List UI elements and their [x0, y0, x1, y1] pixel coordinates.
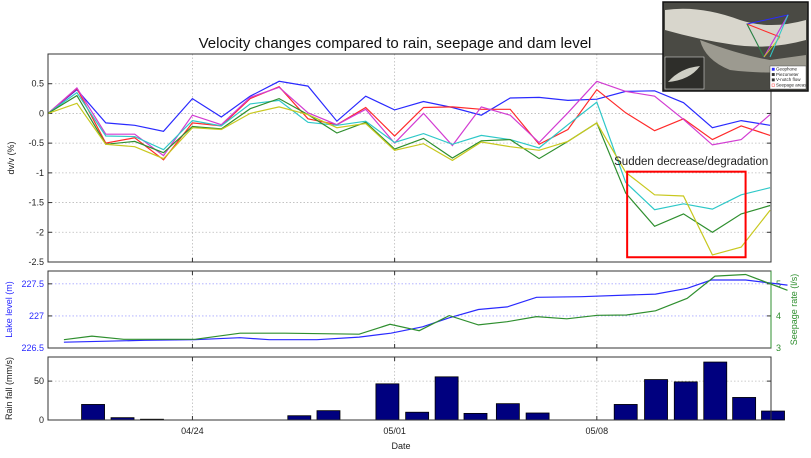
y-axis-label: Rain fall (mm/s) — [4, 357, 14, 420]
x-tick-label: 04/24 — [181, 426, 204, 436]
x-tick-label: 05/01 — [383, 426, 406, 436]
rain-bar — [673, 381, 698, 421]
legend-marker — [771, 78, 775, 82]
y-tick-label: -2.5 — [28, 257, 44, 267]
rain-bar — [81, 404, 105, 421]
rain-bar — [761, 410, 785, 421]
y-tick-label: -1 — [36, 168, 44, 178]
legend-label: Seepage areas — [776, 82, 807, 87]
axes-frame — [47, 270, 772, 349]
rain-bar — [463, 412, 488, 421]
x-axis-label: Date — [391, 441, 410, 451]
rain-bar — [287, 415, 312, 421]
legend-label: Piezometer — [776, 72, 799, 77]
x-tick-label: 05/08 — [586, 426, 609, 436]
series-line-magenta — [47, 80, 771, 157]
pair-line-green — [746, 23, 765, 58]
left-y-axis-label: Lake level (m) — [4, 281, 14, 338]
rain-bar — [644, 379, 668, 421]
dvv-panel: 0.5 0 -0.5 -1 -1.5 -2 -2.5 dv/v (%) Sudden decre… — [6, 53, 772, 267]
legend-marker — [771, 73, 775, 77]
rainfall-panel: 0 50 04/24 05/01 05/08 Rain fall (mm/s) — [4, 356, 785, 436]
rain-bar — [525, 412, 550, 421]
y-axis-label: dv/v (%) — [6, 141, 16, 174]
dam-crest — [665, 8, 806, 47]
inset-legend — [769, 65, 807, 90]
rain-bar — [495, 403, 520, 421]
rain-bar — [434, 376, 459, 421]
annotation-box — [626, 170, 747, 259]
y-tick-label: 0 — [39, 108, 44, 118]
photo-detail — [668, 66, 700, 82]
series-line-green — [47, 94, 771, 234]
y-tick-label: 0.5 — [31, 79, 44, 89]
pair-line-red — [746, 23, 781, 38]
y-tick-label: -2 — [36, 227, 44, 237]
series-line-lake-level — [63, 279, 788, 343]
dam-slope — [700, 40, 806, 73]
rain-bar — [613, 404, 638, 421]
right-y-tick-label: 3 — [776, 343, 781, 353]
annotation-text: Sudden decrease/degradation — [614, 156, 768, 168]
series-line-blue — [47, 80, 771, 132]
left-y-tick-label: 227.5 — [21, 279, 44, 289]
y-tick-label: 0 — [39, 415, 44, 425]
right-y-axis-label: Seepage rate (l/s) — [789, 274, 799, 346]
legend-label: V-notch flow — [776, 77, 801, 82]
rain-bar — [375, 383, 400, 421]
left-y-tick-label: 227 — [29, 311, 44, 321]
series-line-cyan — [47, 91, 771, 211]
legend-marker — [771, 67, 775, 71]
rain-bar — [405, 411, 430, 421]
chart-title: Velocity changes compared to rain, seepa… — [199, 35, 592, 52]
legend-marker — [771, 83, 775, 87]
left-y-tick-label: 226.5 — [21, 343, 44, 353]
right-y-tick-label: 4 — [776, 311, 781, 321]
pair-line-magenta — [763, 14, 789, 58]
rain-bar — [732, 397, 757, 421]
axes-frame — [47, 53, 772, 263]
y-tick-label: -1.5 — [28, 198, 44, 208]
legend-label: Geophone — [776, 67, 798, 72]
y-tick-label: -0.5 — [28, 138, 44, 148]
axes-frame — [47, 356, 772, 421]
rain-bar — [703, 361, 728, 421]
pair-line-cyan — [769, 14, 789, 58]
rain-bar — [316, 410, 341, 421]
series-line-seepage-rate — [63, 273, 788, 341]
series-line-yellow — [47, 102, 771, 256]
series-line-red — [47, 85, 771, 161]
y-tick-label: 50 — [34, 376, 44, 386]
